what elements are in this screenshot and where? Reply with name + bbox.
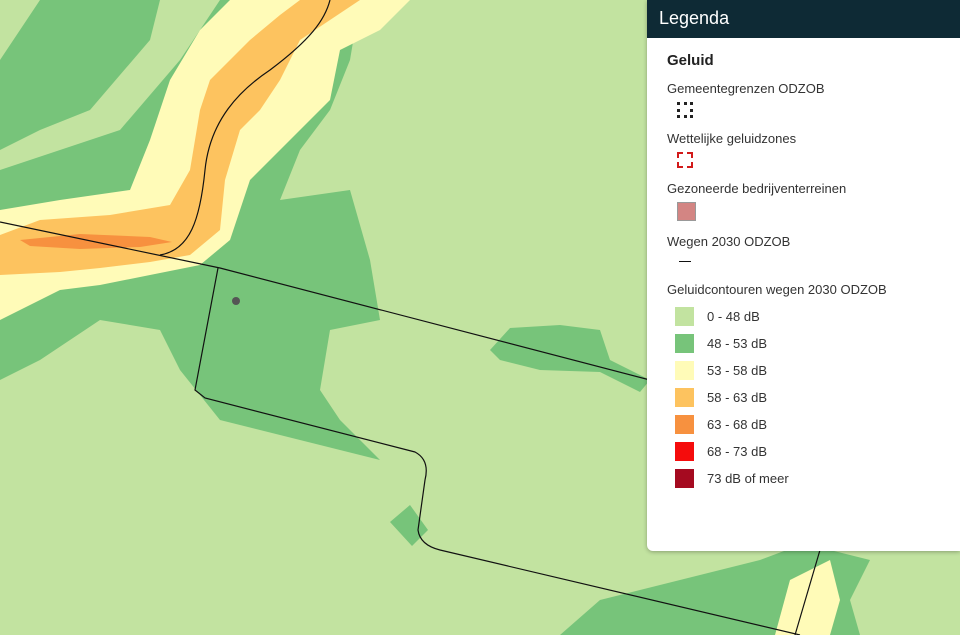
zone-58-63 [0,0,360,275]
class-swatch [675,469,694,488]
layer-name: Geluidcontouren wegen 2030 ODZOB [667,282,887,297]
road [794,549,821,635]
class-label: 0 - 48 dB [707,309,760,324]
contour-class: 53 - 58 dB [675,357,960,384]
class-label: 53 - 58 dB [707,363,767,378]
class-swatch [675,442,694,461]
legend-body: Geluid Gemeentegrenzen ODZOB Wettelijke … [647,38,960,492]
contour-classes: 0 - 48 dB 48 - 53 dB 53 - 58 dB 58 - 63 dB 6… [667,303,960,492]
layer-name: Gemeentegrenzen ODZOB [667,81,825,96]
legend-panel: Legenda Geluid Gemeentegrenzen ODZOB Wet… [647,0,960,551]
road-symbol [679,261,691,262]
boundary-symbol [677,102,693,118]
legend-title: Legenda [647,0,960,38]
class-swatch [675,334,694,353]
contour-class: 58 - 63 dB [675,384,960,411]
zone-53-58 [775,560,840,635]
class-swatch [675,307,694,326]
layer-name: Wegen 2030 ODZOB [667,234,791,249]
layer-name: Gezoneerde bedrijventerreinen [667,181,847,196]
contour-class: 68 - 73 dB [675,438,960,465]
area-symbol [677,202,696,221]
class-label: 73 dB of meer [707,471,789,486]
location-dot [232,297,240,305]
road [0,221,651,381]
contour-class: 48 - 53 dB [675,330,960,357]
layer-name: Wettelijke geluidzones [667,131,797,146]
road [159,0,331,256]
class-swatch [675,388,694,407]
class-label: 48 - 53 dB [707,336,767,351]
class-swatch [675,361,694,380]
legend-group: Geluid [667,52,714,69]
class-label: 58 - 63 dB [707,390,767,405]
class-label: 68 - 73 dB [707,444,767,459]
zone-48-53 [390,505,428,546]
zone-48-53 [490,325,650,392]
contour-class: 63 - 68 dB [675,411,960,438]
class-swatch [675,415,694,434]
contour-class: 73 dB of meer [675,465,960,492]
class-label: 63 - 68 dB [707,417,767,432]
road [194,267,801,635]
zone-48-53 [0,0,160,150]
contour-class: 0 - 48 dB [675,303,960,330]
zone-symbol [677,152,693,168]
